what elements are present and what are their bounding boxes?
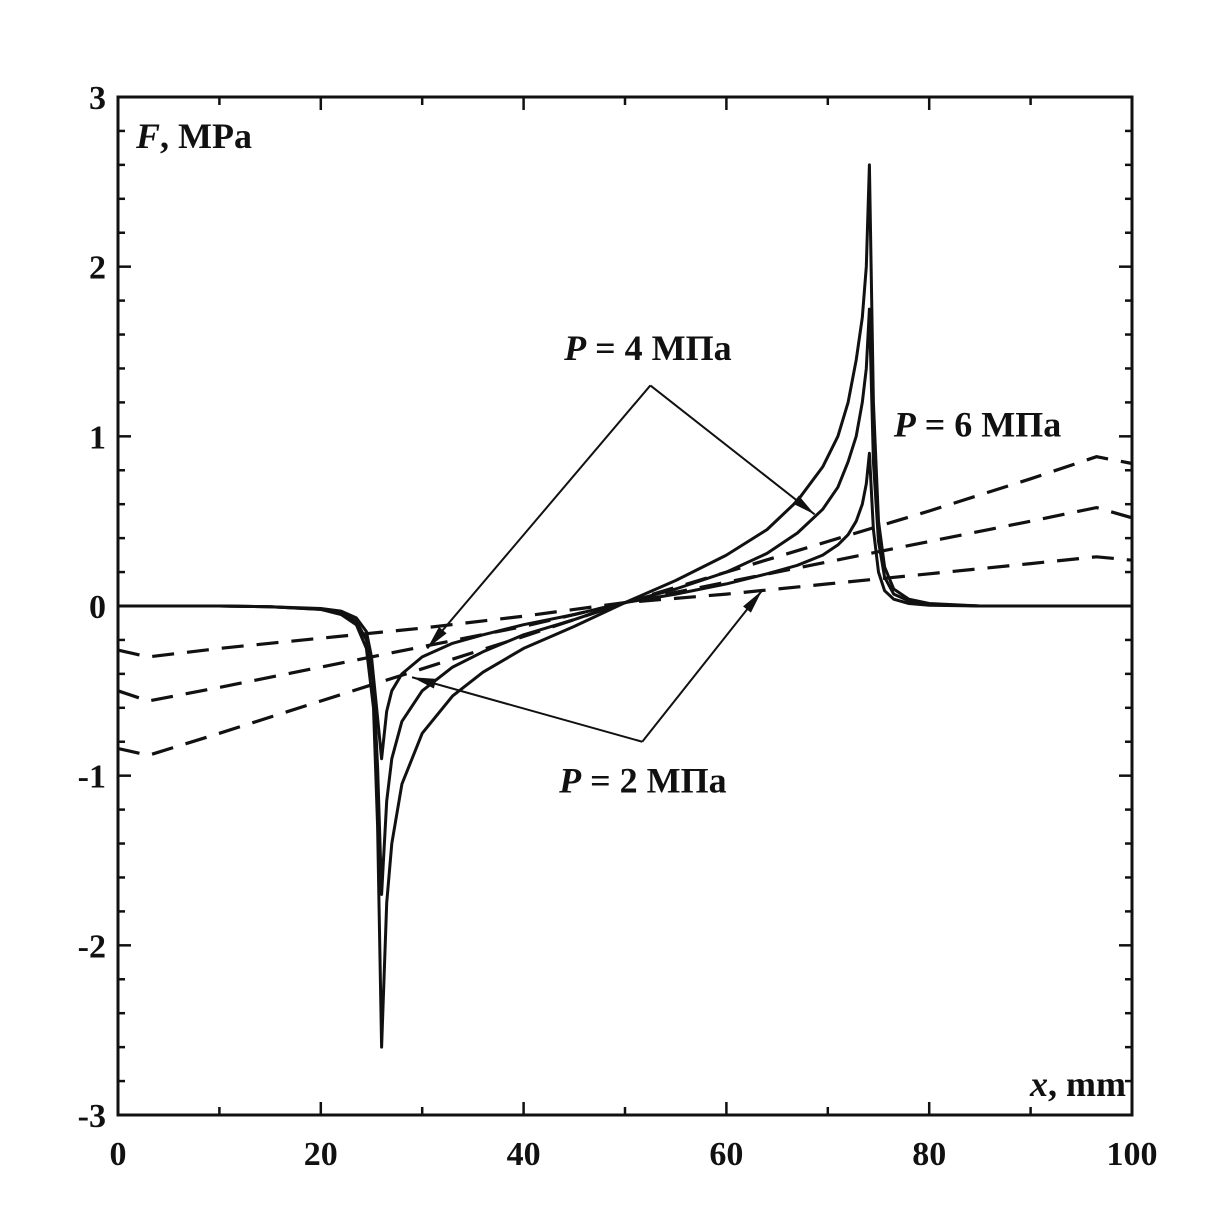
annotation-pointer-line — [411, 676, 643, 743]
y-tick-label: 2 — [89, 250, 106, 287]
y-tick-label: 3 — [89, 80, 106, 117]
y-axis-title: F, MPa — [135, 116, 252, 156]
annotation-arrowhead — [792, 495, 815, 515]
x-tick-label: 100 — [1107, 1136, 1158, 1173]
annotation-p2: P = 2 МПа — [558, 761, 727, 801]
annotation-p2-text: = 2 МПа — [581, 761, 727, 801]
x-tick-label: 60 — [709, 1136, 743, 1173]
annotation-arrowhead — [427, 626, 447, 649]
annotation-p6-var: P — [893, 404, 917, 444]
annotation-p4-var: P — [563, 328, 587, 368]
annotation-p4: P = 4 МПа — [563, 328, 732, 368]
plot-area — [117, 163, 1133, 1049]
tick-labels: 0 20 40 60 80 100 3 2 1 0 -1 -2 -3 — [78, 80, 1158, 1173]
y-tick-label: -2 — [78, 928, 106, 965]
dashed-series-3 — [117, 505, 1133, 703]
y-tick-label: 0 — [89, 589, 106, 626]
annotation-p6: P = 6 МПа — [893, 404, 1061, 444]
y-axis-unit: , MPa — [160, 116, 252, 156]
annotation-p6-text: = 6 МПа — [916, 404, 1061, 444]
y-tick-label: 1 — [89, 419, 106, 456]
y-tick-label: -1 — [78, 759, 106, 796]
solid-series-1 — [118, 307, 1132, 896]
x-tick-label: 20 — [304, 1136, 338, 1173]
solid-series-2 — [118, 451, 1132, 761]
axis-ticks — [116, 95, 1134, 1117]
x-axis-title: x, mm — [1029, 1064, 1126, 1104]
x-axis-unit: , mm — [1048, 1064, 1126, 1104]
x-axis-var: x — [1029, 1064, 1048, 1104]
y-tick-label: -3 — [78, 1098, 106, 1135]
y-axis-var: F — [135, 116, 160, 156]
x-tick-label: 0 — [110, 1136, 127, 1173]
x-tick-label: 80 — [912, 1136, 946, 1173]
annotation-arrowhead — [743, 590, 762, 613]
annotation-pointer-line — [649, 384, 816, 516]
dashed-series-5 — [117, 555, 1133, 659]
annotations: P = 4 МПа P = 6 МПа P = 2 МПа — [411, 328, 1061, 801]
annotation-pointer-line — [426, 384, 652, 650]
x-tick-label: 40 — [507, 1136, 541, 1173]
annotation-pointer-line — [641, 590, 763, 743]
annotation-p2-var: P — [558, 761, 582, 801]
annotation-p4-text: = 4 МПа — [586, 328, 732, 368]
annotation-arrowhead — [412, 677, 437, 689]
